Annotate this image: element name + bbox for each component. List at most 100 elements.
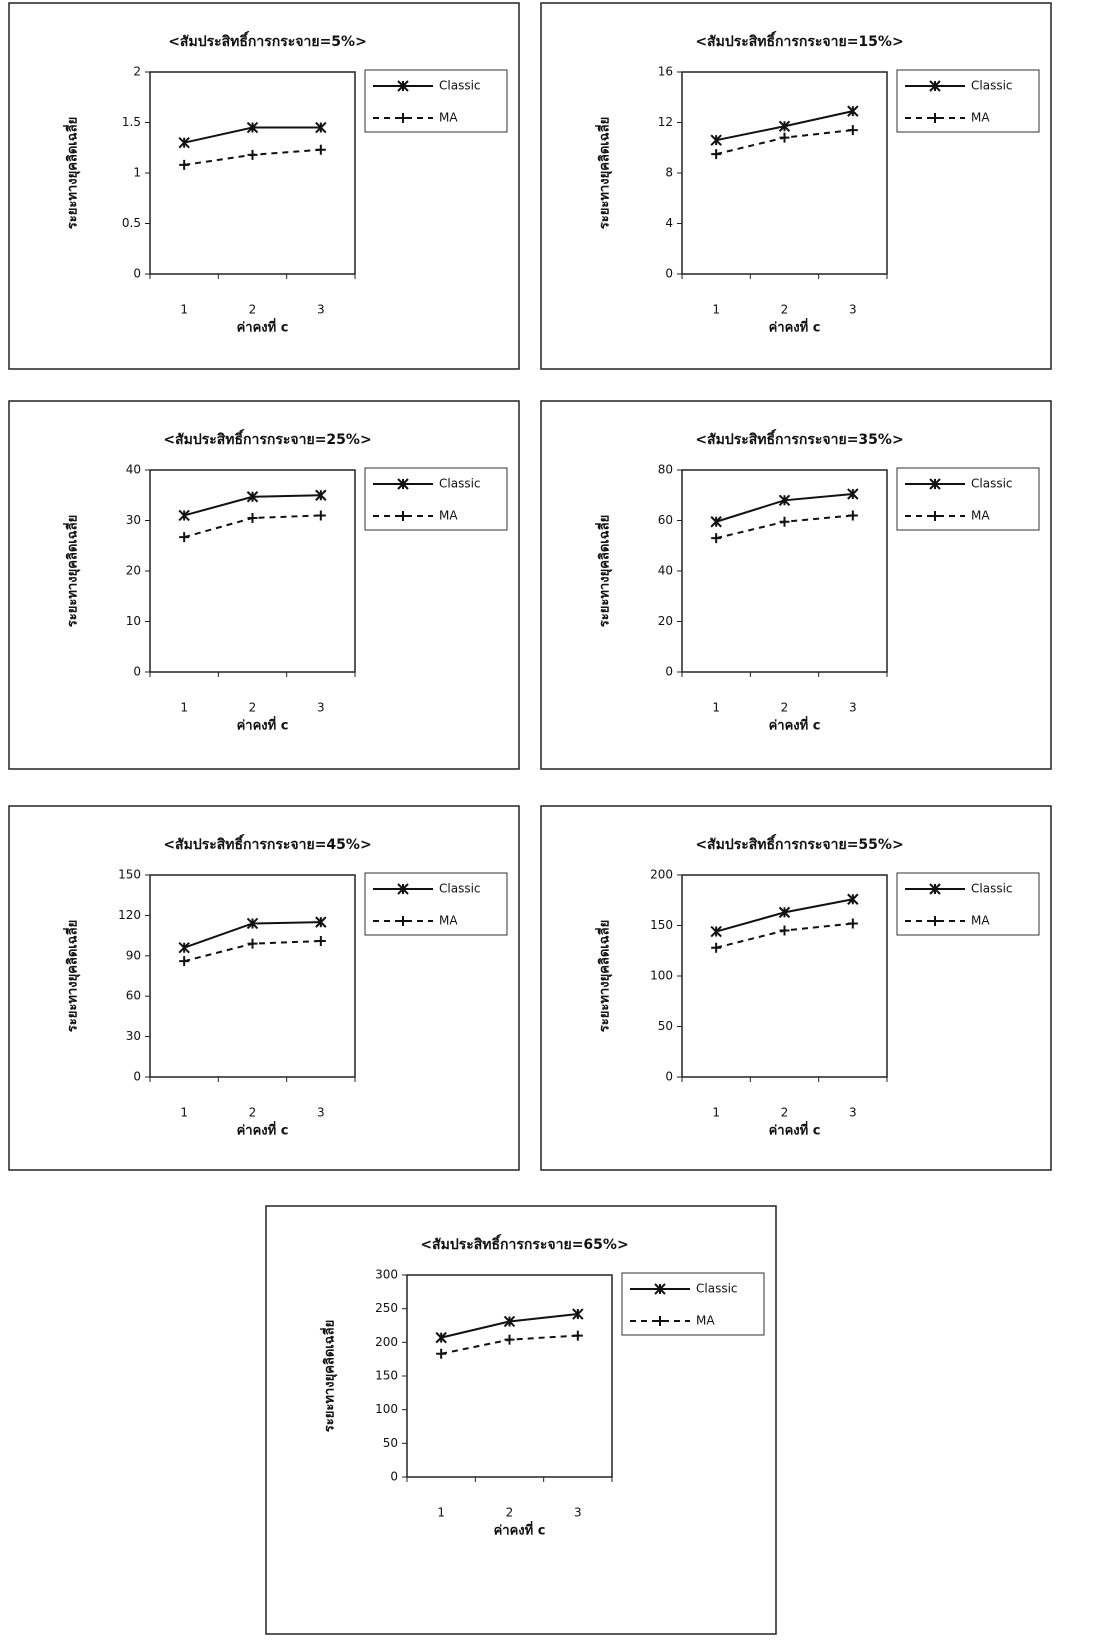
y-tick-label: 120 [118, 908, 141, 922]
legend-label: MA [439, 111, 458, 125]
x-tick-label: 2 [249, 701, 257, 715]
legend-label: MA [971, 914, 990, 928]
legend-marker [398, 916, 408, 926]
data-point [246, 917, 259, 930]
data-point [572, 1330, 583, 1341]
legend-box [364, 69, 508, 133]
y-tick-label: 0.5 [122, 216, 141, 230]
y-tick-label: 0 [665, 665, 673, 679]
y-tick-label: 100 [650, 969, 673, 983]
legend-marker [930, 113, 940, 123]
legend-label: Classic [971, 79, 1013, 93]
x-axis-label: ค่าคงที่ c [769, 1121, 821, 1139]
legend-box [896, 467, 1040, 531]
x-tick-label: 2 [249, 303, 257, 317]
legend-marker [930, 511, 940, 521]
x-tick-label: 3 [849, 701, 857, 715]
plot-frame [681, 874, 888, 1078]
legend-label: MA [696, 1314, 715, 1328]
y-tick-label: 90 [126, 948, 141, 962]
data-point [778, 906, 791, 919]
chart: <สัมประสิทธิ์การกระจาย=45%> 0 30 60 90 120 150… [8, 805, 520, 1171]
plot-frame [149, 71, 356, 275]
y-tick-label: 8 [665, 166, 673, 180]
y-tick-label: 200 [375, 1335, 398, 1349]
x-axis-label: ค่าคงที่ c [237, 716, 289, 734]
legend-marker [397, 478, 409, 490]
x-tick-label: 1 [180, 701, 188, 715]
chart-frame [265, 1205, 777, 1635]
chart-title: <สัมประสิทธิ์การกระจาย=45%> [163, 833, 371, 853]
x-tick-label: 3 [574, 1506, 582, 1520]
data-point [711, 533, 722, 544]
y-axis-label: ระยะทางยุคลิดเฉลี่ย [63, 920, 81, 1032]
x-tick-label: 1 [712, 1106, 720, 1120]
data-point [710, 516, 722, 528]
legend-label: Classic [439, 882, 481, 896]
data-point [246, 491, 259, 503]
chart-title: <สัมประสิทธิ์การกระจาย=35%> [695, 428, 903, 448]
y-tick-label: 250 [375, 1301, 398, 1315]
x-tick-label: 1 [180, 1106, 188, 1120]
data-point [179, 159, 190, 170]
y-tick-label: 40 [658, 564, 673, 578]
legend-box [896, 872, 1040, 936]
data-point [178, 942, 190, 954]
legend-marker [397, 80, 409, 92]
data-point [710, 925, 722, 938]
data-point [503, 1315, 516, 1328]
legend-label: Classic [439, 79, 481, 93]
x-tick-label: 3 [849, 1106, 857, 1120]
y-axis-label: ระยะทางยุคลิดเฉลี่ย [320, 1320, 338, 1432]
y-tick-label: 150 [375, 1369, 398, 1383]
x-tick-label: 1 [437, 1506, 445, 1520]
legend-label: Classic [971, 882, 1013, 896]
data-point [246, 121, 259, 134]
legend-box [621, 1272, 765, 1336]
data-point [711, 942, 722, 953]
chart-title: <สัมประสิทธิ์การกระจาย=15%> [695, 30, 903, 50]
y-tick-label: 2 [133, 65, 141, 79]
chart-frame [8, 805, 520, 1171]
y-axis-label: ระยะทางยุคลิดเฉลี่ย [595, 920, 613, 1032]
y-tick-label: 50 [658, 1019, 673, 1033]
legend-label: MA [439, 509, 458, 523]
data-point [778, 120, 791, 132]
y-axis-label: ระยะทางยุคลิดเฉลี่ย [63, 117, 81, 229]
data-point [711, 149, 722, 160]
x-tick-label: 1 [712, 701, 720, 715]
data-point [315, 144, 326, 155]
x-tick-label: 3 [317, 701, 325, 715]
legend-marker [654, 1283, 666, 1295]
chart-title: <สัมประสิทธิ์การกระจาย=65%> [420, 1233, 628, 1253]
data-point [247, 512, 258, 523]
y-tick-label: 0 [665, 267, 673, 281]
legend-marker [929, 478, 941, 490]
data-point [504, 1334, 515, 1345]
y-tick-label: 20 [658, 614, 673, 628]
data-point [847, 488, 859, 500]
y-tick-label: 30 [126, 1029, 141, 1043]
data-point [247, 149, 258, 160]
chart: <สัมประสิทธิ์การกระจาย=35%> 0 20 40 60 80 1 2 3 ค… [540, 400, 1052, 770]
data-point [315, 121, 327, 134]
y-tick-label: 0 [665, 1070, 673, 1084]
y-axis-label: ระยะทางยุคลิดเฉลี่ย [595, 515, 613, 627]
chart-frame [540, 2, 1052, 370]
legend-marker [929, 80, 941, 92]
data-point [315, 916, 327, 928]
x-tick-label: 3 [317, 1106, 325, 1120]
data-point [847, 510, 858, 521]
data-point [847, 125, 858, 136]
legend-marker [397, 883, 409, 895]
legend-box [364, 467, 508, 531]
data-point [179, 532, 190, 543]
y-tick-label: 150 [118, 868, 141, 882]
x-tick-label: 1 [712, 303, 720, 317]
x-tick-label: 1 [180, 303, 188, 317]
data-point [847, 105, 859, 117]
legend-label: MA [971, 111, 990, 125]
data-point [247, 938, 258, 949]
y-tick-label: 20 [126, 564, 141, 578]
